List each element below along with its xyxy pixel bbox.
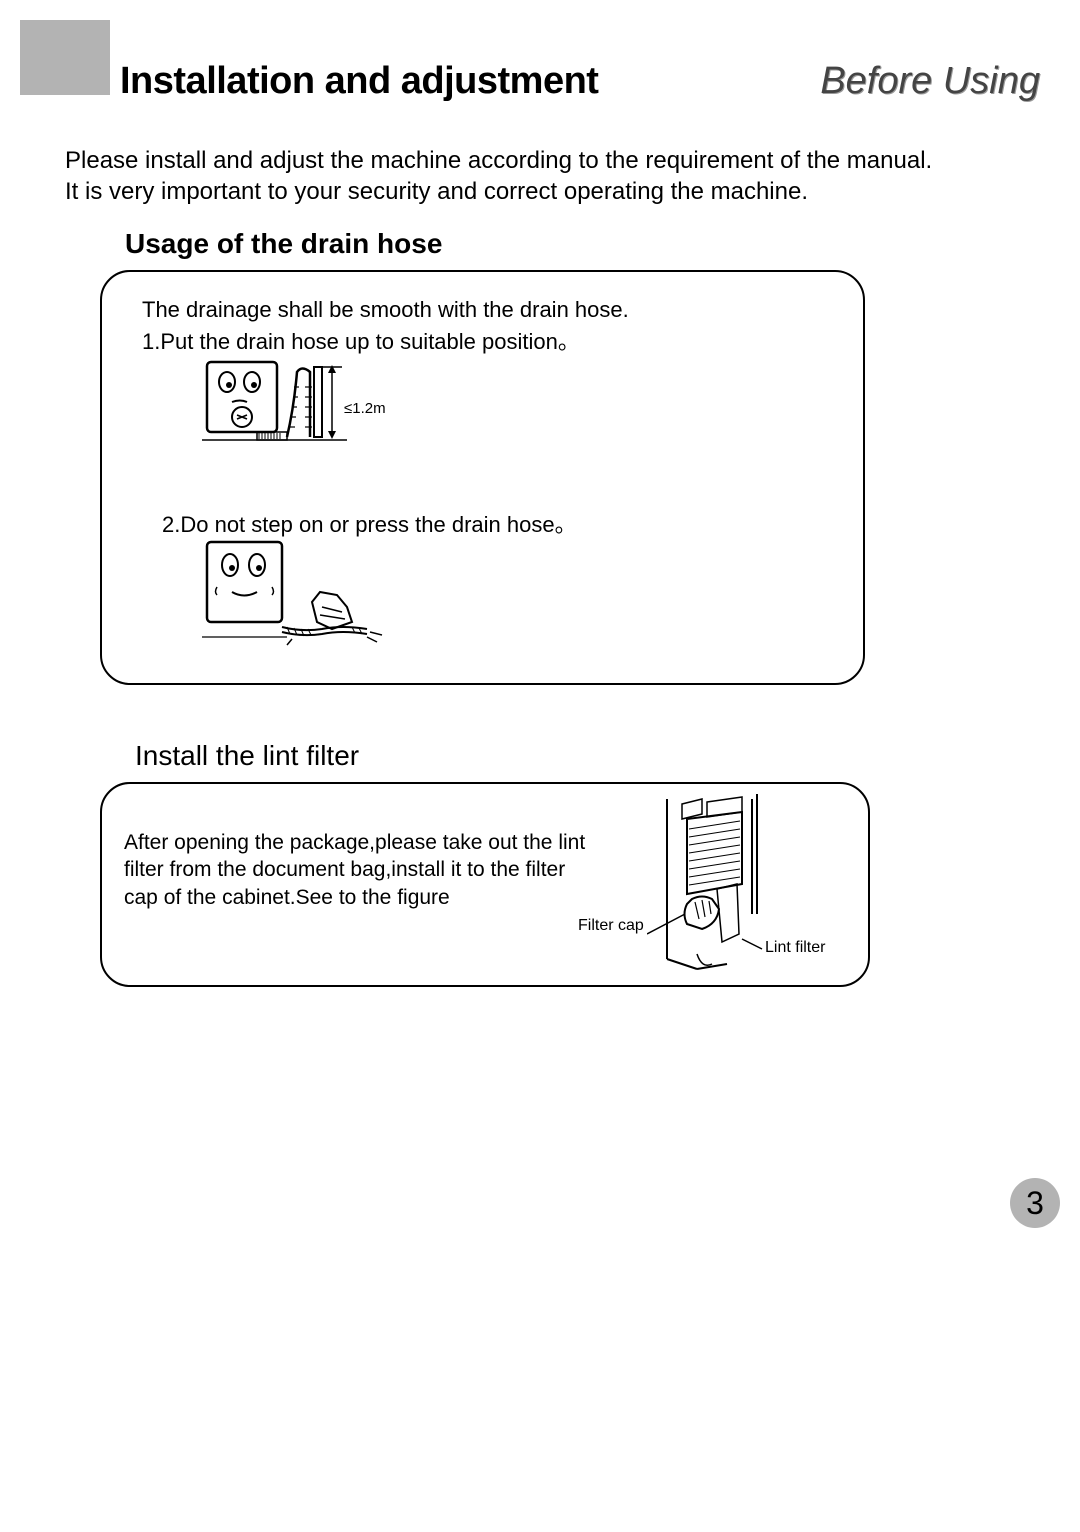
lint-filter-text: After opening the package,please take ou… — [124, 829, 604, 911]
intro-line2: It is very important to your security an… — [65, 176, 1025, 207]
lint-filter-illustration — [647, 794, 777, 974]
page-number-text: 3 — [1026, 1185, 1044, 1222]
drain-hose-no-step-illustration — [202, 537, 402, 657]
drain-hose-step1: 1.Put the drain hose up to suitable posi… — [142, 324, 580, 356]
page-number: 3 — [1010, 1178, 1060, 1228]
drain-hose-box: The drainage shall be smooth with the dr… — [100, 270, 865, 685]
lint-filter-box: After opening the package,please take ou… — [100, 782, 870, 987]
drain-hose-intro: The drainage shall be smooth with the dr… — [142, 297, 629, 323]
filter-cap-label: Filter cap — [578, 917, 644, 935]
section1-title: Usage of the drain hose — [125, 228, 442, 260]
drain-hose-dimension: ≤1.2m — [344, 400, 386, 417]
header-title: Installation and adjustment — [120, 60, 598, 103]
header-subtitle: Before Using — [820, 60, 1060, 103]
drain-hose-step2: 2.Do not step on or press the drain hose… — [162, 507, 577, 539]
section2-title: Install the lint filter — [135, 740, 359, 772]
intro-line1: Please install and adjust the machine ac… — [65, 145, 1025, 176]
intro-text: Please install and adjust the machine ac… — [65, 145, 1025, 207]
header: Installation and adjustment Before Using — [120, 60, 1060, 103]
header-gray-box — [20, 20, 110, 95]
